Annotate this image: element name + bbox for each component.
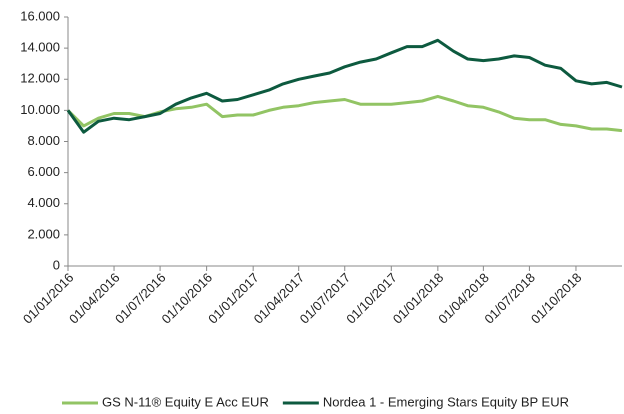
y-tick-label: 16.000 <box>20 8 60 23</box>
legend-item: Nordea 1 - Emerging Stars Equity BP EUR <box>282 394 569 409</box>
legend: GS N-11® Equity E Acc EUR Nordea 1 - Emer… <box>62 394 569 409</box>
y-tick-label: 14.000 <box>20 40 60 55</box>
y-tick-label: 10.000 <box>20 102 60 117</box>
legend-label: GS N-11® Equity E Acc EUR <box>102 394 269 409</box>
legend-label: Nordea 1 - Emerging Stars Equity BP EUR <box>323 394 569 409</box>
x-tick-label: 01/10/2018 <box>528 270 585 327</box>
y-tick-label: 2.000 <box>27 226 60 241</box>
legend-item: GS N-11® Equity E Acc EUR <box>62 394 269 409</box>
y-tick-label: 4.000 <box>27 195 60 210</box>
y-tick-label: 0 <box>53 257 60 272</box>
y-tick-label: 8.000 <box>27 133 60 148</box>
y-tick-label: 12.000 <box>20 71 60 86</box>
series-line <box>66 94 623 133</box>
series-line <box>66 38 623 134</box>
y-tick-label: 6.000 <box>27 164 60 179</box>
